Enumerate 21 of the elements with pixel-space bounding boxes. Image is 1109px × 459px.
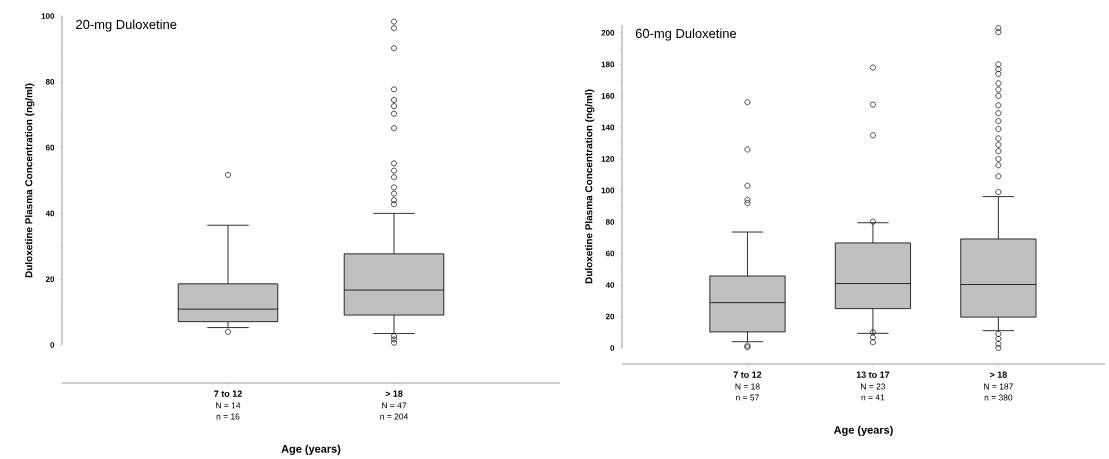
chart-title: 60-mg Duloxetine — [635, 28, 737, 41]
text: n = 57 — [736, 394, 759, 401]
text: n = 41 — [861, 394, 885, 401]
text: N = 23 — [861, 383, 886, 390]
x-tick-label: 7 to 12 — [214, 390, 242, 397]
text: n = 380 — [984, 394, 1013, 401]
text: n = 204 — [380, 413, 408, 420]
x-axis-title: Age (years) — [281, 444, 341, 455]
text: N = 18 — [735, 383, 760, 390]
text: N = 14 — [216, 402, 241, 409]
text: n = 16 — [216, 413, 240, 420]
x-tick-label: 7 to 12 — [733, 371, 762, 378]
chart-title: 20-mg Duloxetine — [76, 19, 177, 32]
x-tick-label: 13 to 17 — [856, 371, 890, 378]
text: N = 47 — [382, 402, 407, 409]
x-axis-title: Age (years) — [833, 425, 893, 436]
y-axis-title: Duloxetine Plasma Concentration (ng/ml) — [25, 83, 35, 278]
x-tick-label: > 18 — [385, 390, 403, 397]
x-tick-label: > 18 — [989, 371, 1007, 378]
y-axis-title: Duloxetine Plasma Concentration (ng/ml) — [585, 89, 595, 284]
text: N = 187 — [984, 383, 1013, 390]
